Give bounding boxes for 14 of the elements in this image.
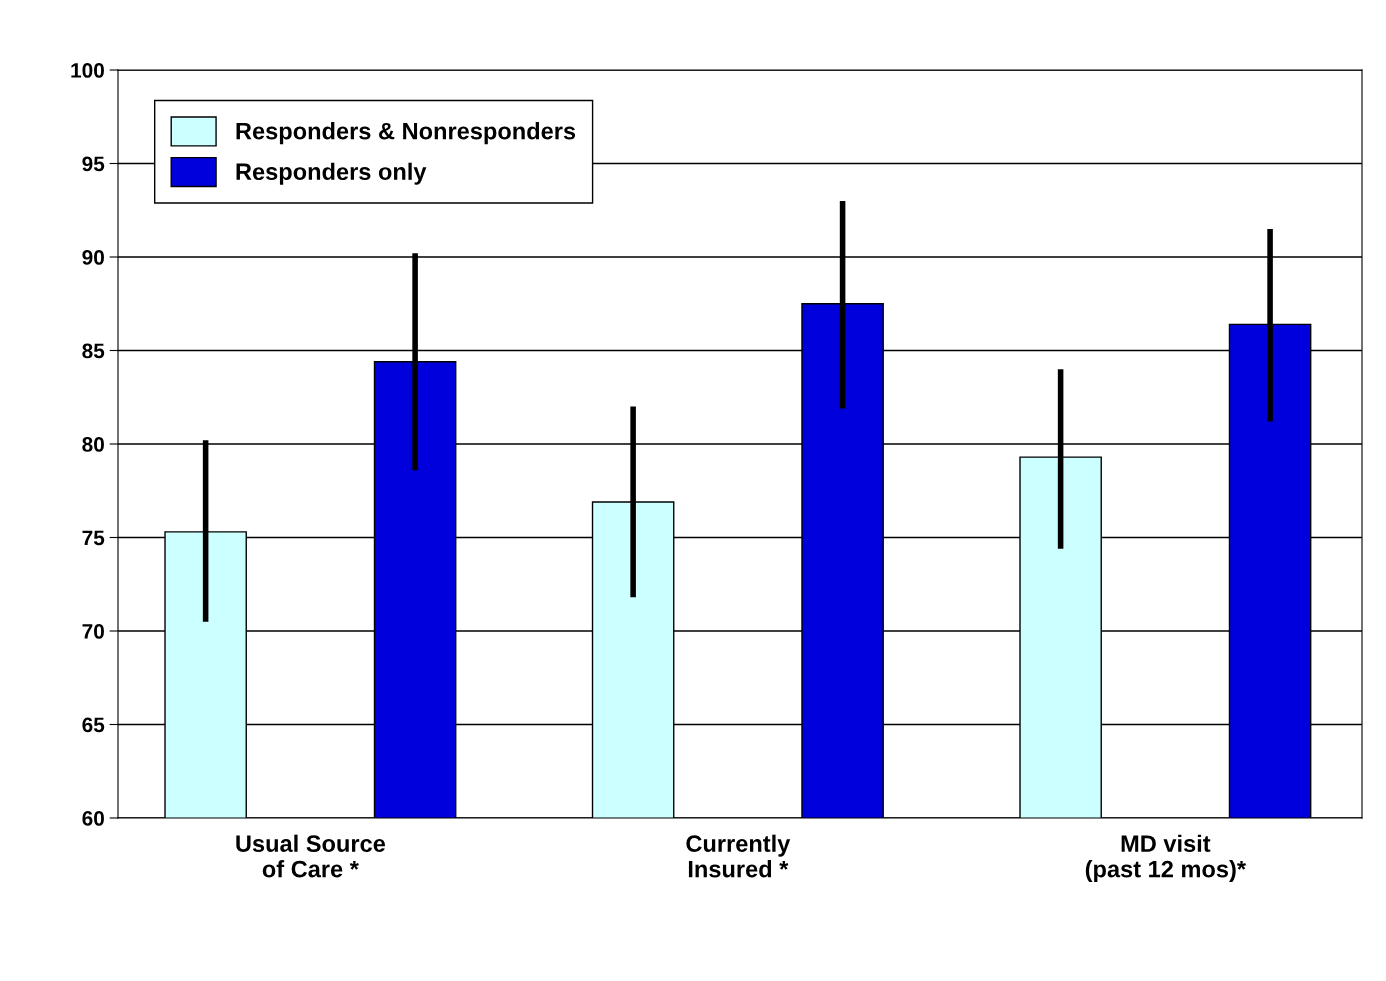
y-tick-label: 70 bbox=[82, 624, 104, 639]
y-tick-label: 80 bbox=[82, 437, 104, 452]
x-tick-label: Usual Source of Care * bbox=[236, 834, 386, 878]
x-tick-label: MD visit (past 12 mos)* bbox=[1085, 834, 1247, 883]
y-tick-label: 65 bbox=[82, 717, 105, 733]
y-tick-label: 75 bbox=[82, 530, 105, 546]
y-tick-label: 100 bbox=[71, 63, 104, 78]
legend-label: Responders & Nonresponders bbox=[236, 122, 576, 145]
x-tick-label: Currently Insured * bbox=[686, 834, 791, 878]
y-tick-label: 95 bbox=[82, 156, 105, 172]
legend-label: Responders only bbox=[236, 162, 427, 185]
y-tick-label: 85 bbox=[82, 343, 105, 359]
y-tick-label: 90 bbox=[82, 250, 104, 265]
y-tick-label: 60 bbox=[82, 811, 104, 826]
